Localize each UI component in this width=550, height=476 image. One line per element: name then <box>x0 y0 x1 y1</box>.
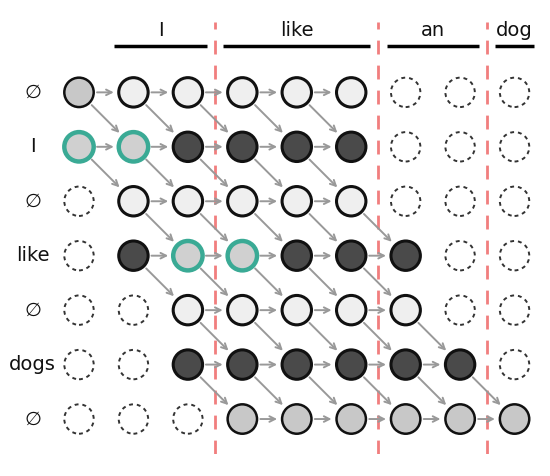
Circle shape <box>500 404 529 434</box>
Circle shape <box>337 241 366 270</box>
Circle shape <box>391 404 420 434</box>
Circle shape <box>64 78 94 107</box>
Circle shape <box>64 296 94 325</box>
Circle shape <box>173 404 202 434</box>
Circle shape <box>119 132 148 161</box>
Circle shape <box>173 132 202 161</box>
Circle shape <box>64 132 94 161</box>
Circle shape <box>282 350 311 379</box>
Circle shape <box>337 404 366 434</box>
Text: like: like <box>280 20 313 40</box>
Circle shape <box>391 132 420 161</box>
Circle shape <box>282 132 311 161</box>
Circle shape <box>391 241 420 270</box>
Text: like: like <box>16 246 50 265</box>
Circle shape <box>173 350 202 379</box>
Text: an: an <box>421 20 445 40</box>
Circle shape <box>282 187 311 216</box>
Circle shape <box>500 296 529 325</box>
Circle shape <box>391 296 420 325</box>
Circle shape <box>228 78 257 107</box>
Circle shape <box>173 187 202 216</box>
Circle shape <box>446 132 475 161</box>
Circle shape <box>446 296 475 325</box>
Text: ∅: ∅ <box>24 192 41 211</box>
Circle shape <box>119 241 148 270</box>
Circle shape <box>282 404 311 434</box>
Circle shape <box>228 404 257 434</box>
Circle shape <box>337 296 366 325</box>
Text: dog: dog <box>496 20 533 40</box>
Text: ∅: ∅ <box>24 409 41 428</box>
Text: dogs: dogs <box>9 355 56 374</box>
Circle shape <box>446 187 475 216</box>
Circle shape <box>64 241 94 270</box>
Circle shape <box>500 187 529 216</box>
Circle shape <box>228 350 257 379</box>
Circle shape <box>282 241 311 270</box>
Circle shape <box>500 241 529 270</box>
Circle shape <box>119 350 148 379</box>
Circle shape <box>228 187 257 216</box>
Circle shape <box>391 350 420 379</box>
Circle shape <box>119 296 148 325</box>
Circle shape <box>391 187 420 216</box>
Text: ∅: ∅ <box>24 301 41 320</box>
Circle shape <box>64 404 94 434</box>
Text: ∅: ∅ <box>24 83 41 102</box>
Circle shape <box>282 78 311 107</box>
Circle shape <box>228 296 257 325</box>
Circle shape <box>64 187 94 216</box>
Circle shape <box>337 350 366 379</box>
Circle shape <box>173 296 202 325</box>
Circle shape <box>446 404 475 434</box>
Circle shape <box>282 296 311 325</box>
Circle shape <box>119 78 148 107</box>
Circle shape <box>337 78 366 107</box>
Circle shape <box>446 350 475 379</box>
Circle shape <box>228 241 257 270</box>
Circle shape <box>64 350 94 379</box>
Circle shape <box>500 132 529 161</box>
Text: I: I <box>158 20 163 40</box>
Circle shape <box>119 187 148 216</box>
Circle shape <box>500 78 529 107</box>
Circle shape <box>391 78 420 107</box>
Circle shape <box>337 187 366 216</box>
Circle shape <box>446 241 475 270</box>
Text: I: I <box>30 137 36 156</box>
Circle shape <box>228 132 257 161</box>
Circle shape <box>446 78 475 107</box>
Circle shape <box>500 350 529 379</box>
Circle shape <box>173 241 202 270</box>
Circle shape <box>119 404 148 434</box>
Circle shape <box>337 132 366 161</box>
Circle shape <box>173 78 202 107</box>
